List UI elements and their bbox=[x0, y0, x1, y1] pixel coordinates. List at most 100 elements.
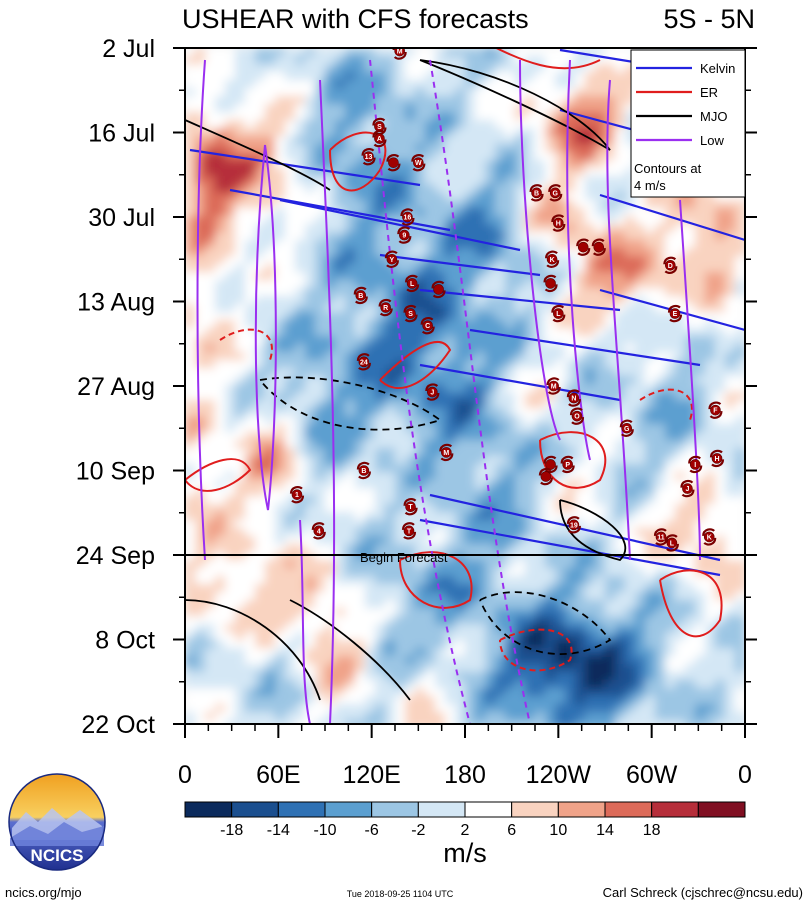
low-contour bbox=[519, 59, 561, 441]
storm-label: P bbox=[565, 462, 570, 469]
kelvin-contour bbox=[379, 253, 541, 277]
legend-label: Low bbox=[700, 133, 724, 148]
y-tick-label: 2 Jul bbox=[102, 35, 155, 63]
colorbar-swatch bbox=[604, 801, 653, 818]
storm-marker: M bbox=[546, 377, 561, 395]
kelvin-contour bbox=[189, 148, 421, 187]
x-tick-label: 60W bbox=[626, 761, 678, 789]
colorbar-swatch bbox=[184, 801, 233, 818]
x-tick-label: 60E bbox=[256, 761, 300, 789]
storm-marker bbox=[543, 274, 558, 293]
logo-text: NCICS bbox=[31, 846, 84, 865]
colorbar-tick-label: -18 bbox=[220, 822, 243, 839]
mjo-contour bbox=[559, 499, 627, 561]
storm-label: K bbox=[707, 534, 712, 541]
storm-label: L bbox=[556, 311, 561, 318]
y-tick-label: 10 Sep bbox=[76, 458, 155, 486]
legend-box bbox=[630, 49, 746, 198]
storm-marker: 24 bbox=[356, 353, 371, 371]
colorbar-swatch bbox=[231, 801, 279, 818]
forecast-marker: Begin Forecast bbox=[185, 550, 745, 565]
storm-label: B bbox=[361, 468, 366, 475]
legend-note-2: 4 m/s bbox=[634, 178, 666, 193]
storm-label: T bbox=[408, 504, 413, 511]
storm-label: N bbox=[571, 396, 576, 403]
chart-title: USHEAR with CFS forecasts bbox=[182, 4, 529, 34]
er-contour bbox=[639, 388, 693, 421]
er-contour bbox=[499, 628, 573, 672]
er-contour bbox=[493, 48, 601, 70]
storm-label: E bbox=[673, 311, 678, 318]
storm-label: D bbox=[668, 263, 673, 270]
storm-label: M bbox=[397, 49, 403, 56]
storm-marker: F bbox=[708, 401, 723, 419]
storm-marker: G bbox=[548, 184, 563, 202]
colorbar-swatch bbox=[651, 801, 699, 818]
y-tick-label: 8 Oct bbox=[95, 627, 155, 655]
storm-marker bbox=[576, 238, 591, 256]
storm-label: 11 bbox=[657, 534, 665, 541]
storm-marker bbox=[591, 238, 606, 256]
mjo-contour bbox=[289, 599, 411, 701]
storm-marker: L bbox=[664, 534, 679, 552]
x-tick-label: 180 bbox=[444, 761, 486, 789]
low-contour bbox=[299, 519, 311, 724]
storm-label: R bbox=[383, 305, 388, 312]
y-tick-label: 27 Aug bbox=[77, 373, 155, 401]
storm-label: 16 bbox=[404, 215, 412, 222]
storm-label: 9 bbox=[402, 233, 406, 240]
storm-label: M bbox=[443, 450, 449, 457]
low-contour bbox=[196, 59, 206, 561]
mjo-contour bbox=[419, 59, 611, 151]
colorbar-tick-label: 14 bbox=[596, 822, 614, 839]
ncics-logo: NCICS bbox=[8, 773, 106, 871]
storm-marker: H bbox=[709, 449, 725, 468]
storm-label: L bbox=[410, 281, 415, 288]
storm-label: 1 bbox=[295, 492, 299, 499]
storm-marker: N bbox=[566, 389, 581, 407]
x-tick-label: 120W bbox=[526, 761, 592, 789]
low-contour bbox=[606, 79, 631, 561]
kelvin-contour bbox=[419, 288, 621, 312]
legend: Kelvin ER MJO Low Contours at 4 m/s bbox=[630, 49, 746, 198]
storm-marker: B bbox=[353, 286, 368, 305]
storm-label: 13 bbox=[365, 154, 373, 161]
mjo-contour bbox=[259, 376, 442, 431]
storm-marker: 4 bbox=[311, 522, 326, 540]
storm-label: W bbox=[415, 160, 422, 167]
storm-marker: L bbox=[551, 304, 566, 323]
y-axis: 2 Jul 16 Jul 30 Jul 13 Aug 27 Aug 10 Sep 24 Se… bbox=[76, 35, 757, 739]
storm-label: A bbox=[377, 136, 382, 143]
storm-marker bbox=[538, 467, 553, 486]
storm-marker: J bbox=[680, 479, 695, 498]
storm-label: S bbox=[408, 311, 413, 318]
storm-label: B bbox=[534, 190, 539, 197]
storm-marker bbox=[386, 153, 401, 172]
storm-marker: E bbox=[667, 304, 683, 323]
storm-marker: H bbox=[551, 214, 566, 232]
storm-label: S bbox=[377, 124, 382, 131]
legend-label: MJO bbox=[700, 109, 727, 124]
storm-label: J bbox=[430, 390, 434, 397]
kelvin-contour bbox=[469, 328, 701, 367]
low-contour bbox=[566, 59, 591, 461]
storm-marker: 1 bbox=[289, 485, 305, 504]
storm-marker: A bbox=[372, 129, 387, 148]
er-contour bbox=[379, 340, 452, 390]
storm-label: K bbox=[550, 257, 555, 264]
storm-label: M bbox=[551, 384, 557, 391]
mjo-contour bbox=[185, 599, 321, 701]
kelvin-contour bbox=[599, 193, 745, 242]
low-contour bbox=[429, 59, 531, 724]
low-contour bbox=[369, 59, 471, 724]
er-contour bbox=[219, 328, 273, 361]
colorbar-swatch bbox=[511, 801, 559, 818]
storm-label: G bbox=[624, 426, 630, 433]
forecast-label: Begin Forecast bbox=[360, 550, 448, 565]
storm-marker bbox=[431, 280, 446, 299]
storm-marker: J bbox=[425, 383, 440, 401]
colorbar-tick-label: -2 bbox=[411, 822, 425, 839]
storm-label: 4 bbox=[317, 528, 321, 535]
colorbar-tick-label: -10 bbox=[313, 822, 336, 839]
